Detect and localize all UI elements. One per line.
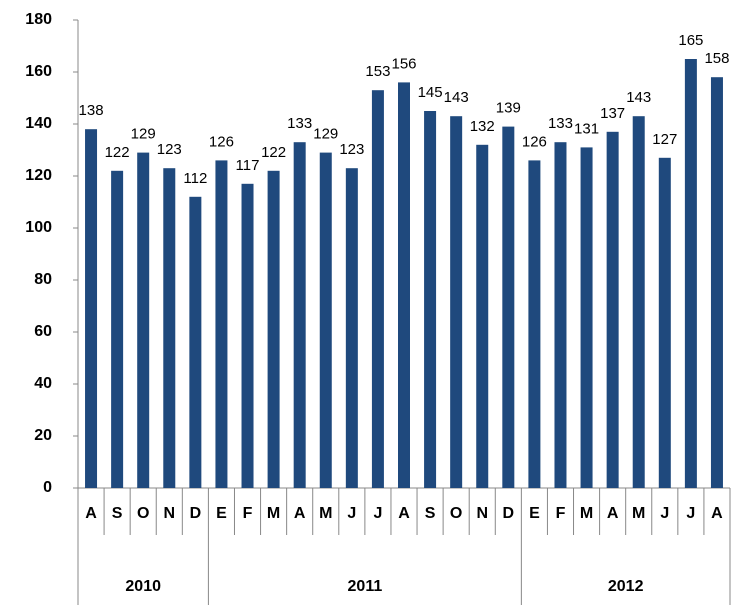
x-tick-label: J: [686, 505, 695, 522]
x-tick-label: O: [450, 505, 462, 522]
bar: [502, 126, 515, 488]
y-tick-label: 0: [43, 479, 52, 496]
x-tick-label: D: [503, 505, 515, 522]
x-tick-label: A: [607, 505, 619, 522]
value-label: 126: [522, 133, 547, 150]
bar: [241, 183, 254, 489]
x-tick-label: M: [319, 505, 332, 522]
bar: [163, 168, 176, 488]
x-tick-label: N: [476, 505, 488, 522]
value-label: 145: [418, 84, 443, 101]
value-label: 123: [157, 141, 182, 158]
x-tick-label: F: [556, 505, 566, 522]
value-label: 143: [444, 89, 469, 106]
x-tick-label: F: [243, 505, 253, 522]
bar: [267, 170, 280, 489]
bar: [111, 170, 124, 489]
value-label: 165: [678, 32, 703, 49]
x-tick-label: O: [137, 505, 149, 522]
value-label: 153: [365, 63, 390, 80]
bar: [345, 168, 358, 488]
x-tick-label: A: [294, 505, 306, 522]
y-tick-label: 120: [25, 167, 52, 184]
x-tick-label: J: [660, 505, 669, 522]
bar: [476, 144, 489, 489]
y-tick-label: 140: [25, 115, 52, 132]
value-label: 127: [652, 131, 677, 148]
x-tick-label: N: [163, 505, 175, 522]
x-tick-label: A: [398, 505, 410, 522]
x-tick-label: D: [190, 505, 202, 522]
bar: [606, 131, 619, 489]
group-label: 2010: [125, 578, 161, 595]
y-tick-label: 80: [34, 271, 52, 288]
x-tick-label: J: [347, 505, 356, 522]
bar: [632, 116, 645, 488]
x-tick-label: M: [267, 505, 280, 522]
bar: [85, 129, 98, 488]
y-tick-label: 180: [25, 11, 52, 28]
value-label: 131: [574, 120, 599, 137]
value-label: 137: [600, 105, 625, 122]
y-tick-label: 40: [34, 375, 52, 392]
value-label: 112: [183, 170, 207, 187]
value-label: 133: [548, 115, 573, 132]
bar: [580, 147, 593, 488]
y-tick-label: 160: [25, 63, 52, 80]
value-label: 156: [391, 55, 416, 72]
x-tick-label: M: [580, 505, 593, 522]
value-label: 122: [105, 144, 130, 161]
x-tick-label: E: [529, 505, 540, 522]
bar: [658, 157, 671, 489]
y-tick-label: 20: [34, 427, 52, 444]
value-label: 143: [626, 89, 651, 106]
bar: [684, 59, 697, 488]
value-label: 122: [261, 144, 286, 161]
bar: [189, 196, 202, 489]
bar: [371, 90, 384, 488]
bar: [215, 160, 228, 488]
bar: [398, 82, 410, 489]
group-label: 2011: [348, 578, 383, 595]
x-tick-label: S: [425, 505, 436, 522]
value-label: 123: [339, 141, 364, 158]
bar: [528, 160, 541, 488]
bar: [293, 142, 306, 488]
x-tick-label: S: [112, 505, 123, 522]
value-label: 158: [704, 50, 729, 67]
x-tick-label: J: [373, 505, 382, 522]
value-label: 129: [131, 126, 156, 143]
x-tick-label: M: [632, 505, 645, 522]
value-label: 139: [496, 100, 521, 117]
value-label: 126: [209, 133, 234, 150]
bar: [137, 152, 150, 488]
value-label: 129: [313, 126, 338, 143]
y-tick-label: 60: [34, 323, 52, 340]
bar: [424, 111, 437, 488]
y-tick-label: 100: [25, 219, 52, 236]
bar: [450, 116, 463, 488]
x-tick-label: A: [711, 505, 723, 522]
x-tick-label: A: [85, 505, 97, 522]
bar: [710, 77, 723, 488]
value-label: 117: [236, 157, 260, 174]
value-label: 138: [79, 102, 104, 119]
group-label: 2012: [608, 578, 644, 595]
value-label: 132: [470, 118, 495, 135]
bar: [319, 152, 332, 488]
x-tick-label: E: [216, 505, 227, 522]
bar: [554, 142, 567, 488]
value-label: 133: [287, 115, 312, 132]
